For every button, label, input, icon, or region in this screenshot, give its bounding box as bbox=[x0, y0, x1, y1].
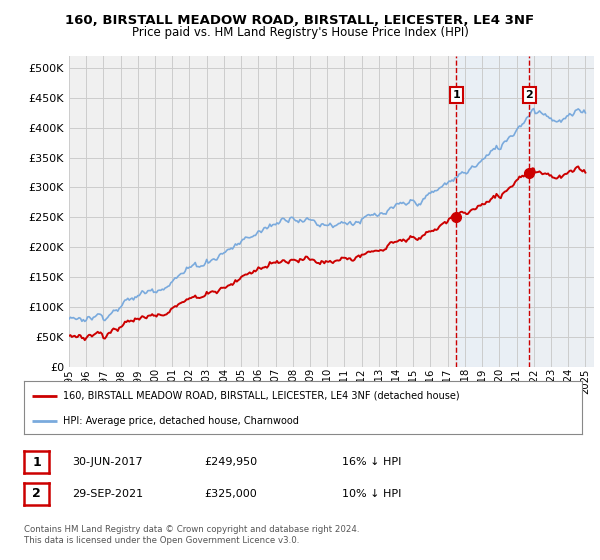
Text: 29-SEP-2021: 29-SEP-2021 bbox=[72, 489, 143, 499]
Text: 10% ↓ HPI: 10% ↓ HPI bbox=[342, 489, 401, 499]
Text: 2: 2 bbox=[526, 90, 533, 100]
Text: Contains HM Land Registry data © Crown copyright and database right 2024.
This d: Contains HM Land Registry data © Crown c… bbox=[24, 525, 359, 545]
Text: Price paid vs. HM Land Registry's House Price Index (HPI): Price paid vs. HM Land Registry's House … bbox=[131, 26, 469, 39]
Text: 2: 2 bbox=[32, 487, 41, 501]
Text: 30-JUN-2017: 30-JUN-2017 bbox=[72, 457, 143, 467]
Text: HPI: Average price, detached house, Charnwood: HPI: Average price, detached house, Char… bbox=[63, 416, 299, 426]
Text: 160, BIRSTALL MEADOW ROAD, BIRSTALL, LEICESTER, LE4 3NF (detached house): 160, BIRSTALL MEADOW ROAD, BIRSTALL, LEI… bbox=[63, 391, 460, 401]
Text: £249,950: £249,950 bbox=[204, 457, 257, 467]
Bar bbox=[529, 56, 594, 367]
Text: £325,000: £325,000 bbox=[204, 489, 257, 499]
Text: 1: 1 bbox=[452, 90, 460, 100]
Text: 1: 1 bbox=[32, 455, 41, 469]
Text: 16% ↓ HPI: 16% ↓ HPI bbox=[342, 457, 401, 467]
Text: 160, BIRSTALL MEADOW ROAD, BIRSTALL, LEICESTER, LE4 3NF: 160, BIRSTALL MEADOW ROAD, BIRSTALL, LEI… bbox=[65, 14, 535, 27]
Bar bbox=[456, 56, 529, 367]
